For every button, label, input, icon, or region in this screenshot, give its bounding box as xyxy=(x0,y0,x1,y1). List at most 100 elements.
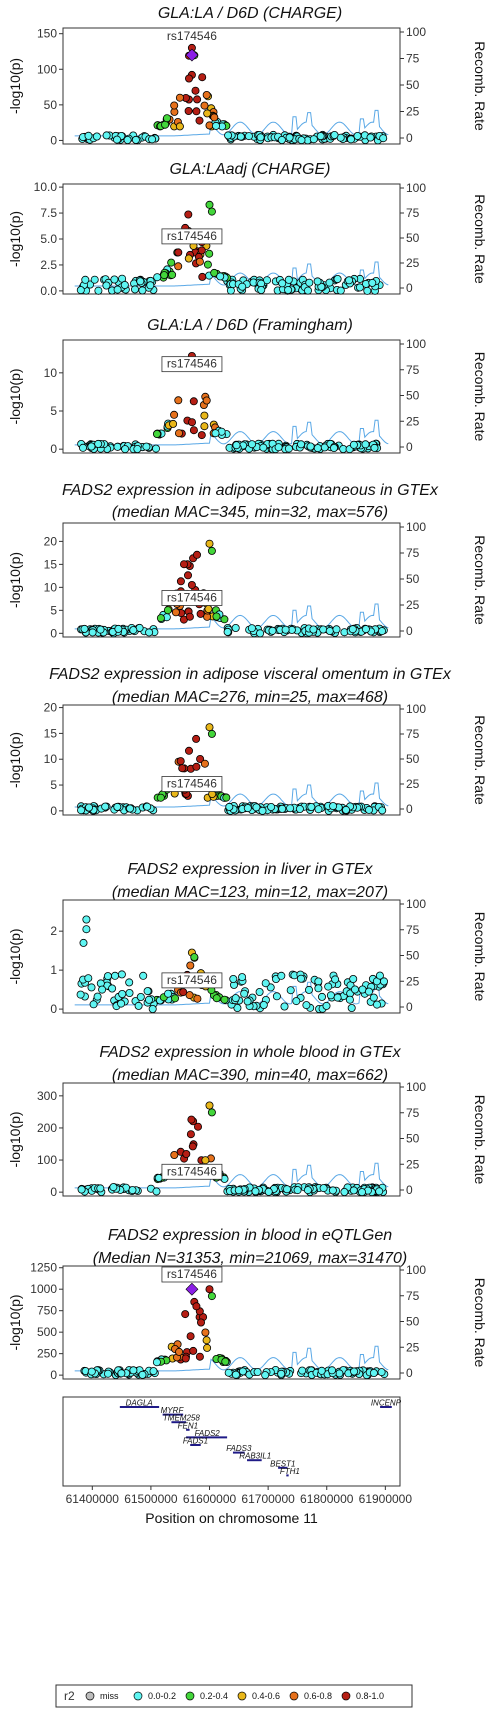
snp-point xyxy=(303,286,312,295)
snp-point xyxy=(109,1183,118,1192)
snp-point xyxy=(192,550,201,559)
snp-point xyxy=(333,993,342,1002)
snp-point xyxy=(121,445,130,454)
y2-tick-label: 25 xyxy=(406,105,420,119)
snp-point xyxy=(192,1302,201,1311)
snp-point xyxy=(348,625,357,634)
snp-point xyxy=(84,974,93,983)
snp-point xyxy=(296,974,305,983)
snp-point xyxy=(202,1336,211,1345)
lead-snp-label: rs174546 xyxy=(167,29,217,43)
snp-point xyxy=(361,440,370,449)
y-tick-label: 20 xyxy=(44,701,58,715)
snp-point xyxy=(196,755,205,764)
lead-snp-label: rs174546 xyxy=(167,357,217,371)
snp-point xyxy=(268,626,277,635)
snp-point xyxy=(145,628,154,637)
snp-point xyxy=(369,993,378,1002)
snp-point xyxy=(307,803,316,812)
y-axis-label: -log10(p) xyxy=(7,928,23,984)
snp-point xyxy=(203,1343,212,1352)
snp-point xyxy=(175,93,184,102)
snp-point xyxy=(186,961,195,970)
snp-point xyxy=(126,804,135,813)
snp-point xyxy=(131,135,140,144)
snp-point xyxy=(170,410,179,419)
gene-label: DAGLA xyxy=(126,1399,153,1408)
gene-label: TMEM258 xyxy=(163,1414,200,1423)
y2-tick-label: 75 xyxy=(406,363,420,377)
snp-point xyxy=(353,131,362,140)
snp-point xyxy=(349,1186,358,1195)
snp-point xyxy=(190,953,199,962)
y2-tick-label: 25 xyxy=(406,598,420,612)
y2-tick-label: 0 xyxy=(406,440,413,454)
lead-snp-label-box xyxy=(161,356,223,373)
snp-point xyxy=(77,1185,86,1194)
locus-panel: FADS2 expression in liver in GTEx (median… xyxy=(7,861,488,1016)
snp-point xyxy=(154,1174,163,1183)
snp-point xyxy=(234,1186,243,1195)
snp-point xyxy=(244,132,253,141)
snp-point xyxy=(317,992,326,1001)
y2-tick-label: 0 xyxy=(406,1366,413,1380)
lead-snp-label: rs174546 xyxy=(167,973,217,987)
snp-point xyxy=(117,970,126,979)
snp-point xyxy=(284,275,293,284)
snp-point xyxy=(314,977,323,986)
snp-point xyxy=(193,1122,202,1131)
snp-point xyxy=(138,1370,147,1379)
snp-point xyxy=(148,135,157,144)
y-tick-label: 0 xyxy=(50,442,57,456)
x-tick-label: 61800000 xyxy=(300,1492,354,1506)
lead-snp-label: rs174546 xyxy=(167,776,217,790)
legend-swatch xyxy=(185,1691,195,1701)
snp-point xyxy=(379,134,388,143)
y2-tick-label: 75 xyxy=(406,727,420,741)
y-tick-label: 0 xyxy=(50,626,57,640)
snp-point xyxy=(195,116,204,125)
y-axis-label: -log10(p) xyxy=(7,211,23,267)
y2-tick-label: 25 xyxy=(406,256,420,270)
snp-point xyxy=(198,272,207,281)
snp-point xyxy=(196,1318,205,1327)
snp-point xyxy=(81,275,90,284)
snp-point xyxy=(134,1001,143,1010)
snp-point xyxy=(191,86,200,95)
snp-point xyxy=(175,1347,184,1356)
snp-point xyxy=(160,271,169,280)
y-tick-label: 20 xyxy=(44,534,58,548)
locus-panel: FADS2 expression in whole blood in GTEx (… xyxy=(7,1044,488,1199)
locus-panel: GLA:LAadj (CHARGE) 0.0 2.5 5.0 7.5 10.0 0 25 50 7… xyxy=(7,161,488,298)
panel-title: FADS2 expression in whole blood in GTEx xyxy=(99,1044,401,1061)
snp-point xyxy=(175,122,184,131)
snp-point xyxy=(193,95,202,104)
snp-point xyxy=(224,131,233,140)
snp-point xyxy=(187,418,196,427)
y-tick-label: 2.5 xyxy=(40,258,57,272)
x-tick-label: 61900000 xyxy=(359,1492,413,1506)
legend-title: r2 xyxy=(64,1689,75,1703)
legend-label: 0.6-0.8 xyxy=(304,1691,332,1701)
y-tick-label: 200 xyxy=(37,1121,57,1135)
snp-point xyxy=(231,1370,240,1379)
snp-point xyxy=(285,133,294,142)
legend-label: 0.2-0.4 xyxy=(200,1691,228,1701)
plot-frame xyxy=(62,1082,401,1197)
panel-title: (median MAC=345, min=32, max=576) xyxy=(112,504,388,521)
snp-point xyxy=(205,121,214,130)
snp-point xyxy=(205,200,214,209)
y2-tick-label: 50 xyxy=(406,78,420,92)
x-tick-label: 61400000 xyxy=(66,1492,120,1506)
snp-point xyxy=(200,422,209,431)
gene-label: RAB3IL1 xyxy=(239,1452,271,1461)
snp-point xyxy=(210,268,219,277)
snp-point xyxy=(361,625,370,634)
snp-point xyxy=(225,802,234,811)
snp-point xyxy=(164,989,173,998)
snp-point xyxy=(182,1150,191,1159)
y-tick-label: 0 xyxy=(50,1185,57,1199)
x-tick-label: 61500000 xyxy=(124,1492,178,1506)
snp-point xyxy=(202,396,211,405)
snp-point xyxy=(316,132,325,141)
